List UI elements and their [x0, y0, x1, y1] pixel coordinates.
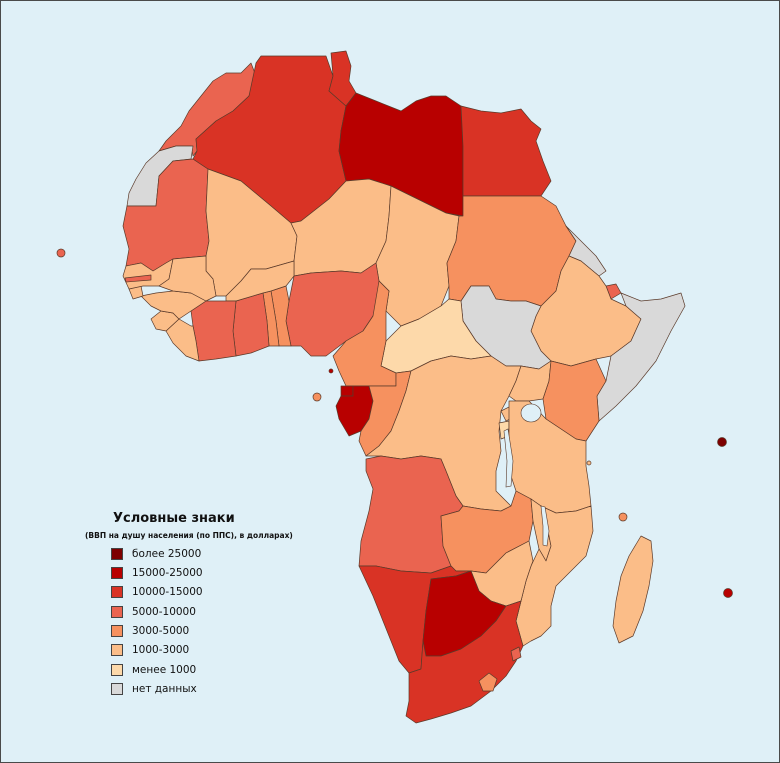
- legend-swatch: [111, 644, 123, 656]
- legend-item: 5000-10000: [111, 605, 196, 619]
- legend-swatch: [111, 625, 123, 637]
- lake-malawi: [540, 505, 550, 547]
- legend-label: 5000-10000: [132, 606, 196, 618]
- legend-label: 10000-15000: [132, 586, 203, 598]
- legend-item: 15000-25000: [111, 566, 203, 580]
- lake-tanganyika: [503, 428, 514, 488]
- island-mauritius[interactable]: [723, 588, 733, 598]
- legend-item: менее 1000: [111, 663, 196, 677]
- legend-label: более 25000: [132, 548, 202, 560]
- island-sao-tome[interactable]: [312, 392, 322, 402]
- country-mozambique[interactable]: [515, 505, 594, 647]
- legend-item: нет данных: [111, 682, 197, 696]
- island-comoros[interactable]: [618, 512, 628, 522]
- legend-swatch: [111, 606, 123, 618]
- country-egypt[interactable]: [460, 105, 552, 197]
- country-madagascar[interactable]: [612, 535, 654, 644]
- lake-victoria: [520, 403, 542, 423]
- country-guinea[interactable]: [140, 290, 207, 320]
- island-zanzibar[interactable]: [586, 460, 592, 466]
- legend-label: 3000-5000: [132, 625, 190, 637]
- country-equatorial-guinea[interactable]: [340, 385, 354, 397]
- legend-title: Условные знаки: [113, 511, 235, 526]
- legend-label: менее 1000: [132, 664, 197, 676]
- legend-swatch: [111, 548, 123, 560]
- island-cape-verde[interactable]: [56, 248, 66, 258]
- country-south-africa[interactable]: [405, 600, 524, 724]
- island-seychelles[interactable]: [717, 437, 727, 447]
- legend-item: 3000-5000: [111, 624, 189, 638]
- legend-item: более 25000: [111, 547, 201, 561]
- island-bioko[interactable]: [328, 368, 334, 374]
- legend-label: 1000-3000: [132, 644, 190, 656]
- legend-swatch: [111, 586, 123, 598]
- country-lesotho[interactable]: [478, 672, 498, 692]
- country-mali-south[interactable]: [158, 255, 217, 302]
- legend-label: нет данных: [132, 683, 197, 695]
- legend-swatch: [111, 683, 123, 695]
- legend-item: 1000-3000: [111, 643, 189, 657]
- country-somalia[interactable]: [596, 292, 686, 422]
- country-mauritania[interactable]: [122, 158, 210, 272]
- legend-item: 10000-15000: [111, 585, 203, 599]
- legend-label: 15000-25000: [132, 567, 203, 579]
- country-uganda[interactable]: [508, 360, 552, 402]
- country-ghana[interactable]: [232, 292, 270, 357]
- country-cameroon[interactable]: [332, 280, 397, 387]
- country-eswatini[interactable]: [510, 646, 522, 662]
- country-gambia[interactable]: [124, 274, 152, 283]
- legend-swatch: [111, 567, 123, 579]
- legend-subtitle: (ВВП на душу населения (по ППС), в долла…: [85, 531, 293, 540]
- country-liberia[interactable]: [165, 318, 200, 362]
- legend-swatch: [111, 664, 123, 676]
